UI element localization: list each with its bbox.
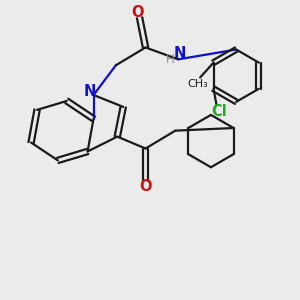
Text: N: N	[84, 84, 96, 99]
Text: Cl: Cl	[212, 104, 227, 119]
Text: H: H	[166, 53, 174, 66]
Text: N: N	[173, 46, 186, 62]
Text: O: O	[139, 179, 152, 194]
Text: O: O	[131, 5, 143, 20]
Text: CH₃: CH₃	[188, 79, 208, 89]
